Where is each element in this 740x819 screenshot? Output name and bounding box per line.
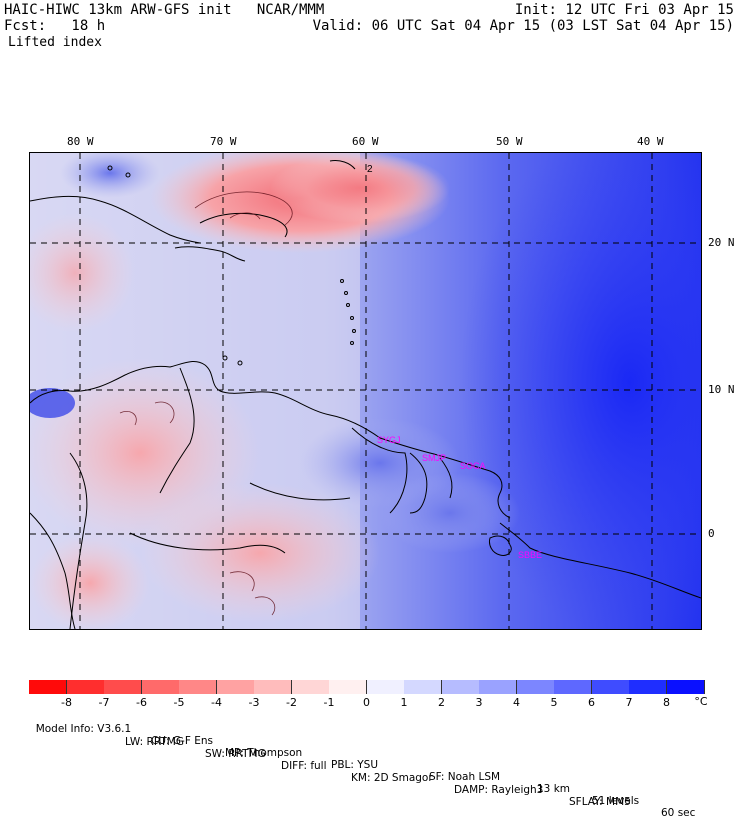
colorbar-tick-label: 1 (400, 696, 408, 709)
colorbar-tick-label: -4 (211, 696, 222, 709)
colorbar-cell (666, 680, 705, 694)
colorbar-cell (104, 680, 142, 694)
coast-cuba (30, 195, 201, 244)
colorbar-cell (404, 680, 442, 694)
colorbar-tick-label: 7 (625, 696, 633, 709)
colorbar-cell (254, 680, 292, 694)
model-info-line-2: LW: RRTMG SW: RRTMG DIFF: full KM: 2D Sm… (29, 724, 631, 808)
station-label-soca: SOCA (460, 461, 486, 471)
li-field-strong-stable (460, 153, 701, 629)
colorbar-tick-label: 6 (588, 696, 595, 709)
model-info-line-1: Model Info: V3.6.1 CU: G-F Ens MP: Thomp… (29, 711, 696, 819)
colorbar-cell (66, 680, 105, 694)
lat-label-0: 0 (708, 527, 715, 540)
station-label-sbbe: SBBE (518, 550, 542, 560)
colorbar-tick-label: 8 (663, 696, 670, 709)
li-field-unstable-amazon (140, 483, 380, 623)
colorbar-cell (366, 680, 405, 694)
colorbar-tick-label: 0 (363, 696, 370, 709)
coast-puertorico (329, 160, 356, 170)
longwave-scheme: LW: RRTMG (125, 736, 184, 748)
border-venezuela-brazil (249, 482, 351, 501)
shortwave-scheme: SW: RRTMG (205, 748, 266, 760)
field-name: Lifted index (8, 35, 102, 50)
lon-label-70w: 70 W (210, 135, 237, 148)
colorbar-cell (179, 680, 217, 694)
colorbar-cell (141, 680, 180, 694)
colorbar-tick-label: 4 (513, 696, 520, 709)
init-time: Init: 12 UTC Fri 03 Apr 15 (514, 2, 734, 18)
colorbar-cell (479, 680, 517, 694)
colorbar-tick-label: -3 (248, 696, 260, 709)
lifted-index-map: 2 SYGJ SMJP SOCA SBBE (29, 152, 702, 630)
li-field-stable-amapa (380, 473, 520, 553)
border-ecuador (30, 512, 76, 629)
map-title: HAIC-HIWC 13km ARW-GFS init NCAR/MMM (4, 2, 325, 18)
surface-scheme: SF: Noah LSM (429, 771, 501, 783)
colorbar-unit: °C (694, 695, 708, 708)
li-field-stable-cuba (60, 153, 160, 198)
colorbar-cell (29, 680, 67, 694)
border-colombia-brazil (129, 532, 286, 554)
border-suriname (409, 452, 428, 514)
colorbar-tick-label: -1 (323, 696, 335, 709)
li-field-unstable-puertorico (270, 153, 450, 223)
colorbar-cell (554, 680, 592, 694)
border-guyana (351, 427, 408, 514)
lesser-antilles (107, 165, 356, 366)
model-version: Model Info: V3.6.1 (35, 723, 132, 735)
border-french-guiana (439, 457, 453, 499)
border-colombia-venezuela (159, 367, 195, 494)
colorbar-cell (329, 680, 367, 694)
eddy-coefficient: KM: 2D Smagor (351, 772, 433, 784)
colorbar-cell (591, 680, 630, 694)
lon-label-40w: 40 W (637, 135, 664, 148)
forecast-hour: Fcst: 18 h (4, 18, 106, 34)
map-canvas: 2 SYGJ SMJP SOCA SBBE (30, 153, 701, 629)
coastlines (30, 160, 701, 629)
contour-label: 2 (367, 164, 373, 175)
li-contours-negative (119, 191, 293, 616)
lon-label-60w: 60 W (352, 135, 379, 148)
lon-label-80w: 80 W (67, 135, 94, 148)
coast-hispaniola-south (174, 246, 246, 262)
colorbar-tick-label: 3 (475, 696, 483, 709)
colorbar-cell (516, 680, 555, 694)
time-step: 60 sec (661, 807, 696, 819)
pbl-scheme: PBL: YSU (331, 759, 379, 771)
surface-layer: SFLAY: MM5 (569, 796, 631, 808)
colorbar-tick-label: -5 (173, 696, 185, 709)
li-field-unstable-andes (30, 533, 150, 629)
coast-brazil (499, 522, 701, 599)
colorbar-tick-label: 5 (550, 696, 558, 709)
colorbar (29, 680, 705, 694)
coast-hispaniola-north (199, 212, 288, 238)
lat-label-20n: 20 N (708, 236, 735, 249)
diffusion-option: DIFF: full (281, 760, 327, 772)
colorbar-cell (291, 680, 330, 694)
lon-label-50w: 50 W (496, 135, 523, 148)
colorbar-cell (629, 680, 667, 694)
colorbar-tick-label: -8 (61, 696, 72, 709)
station-label-sygj: SYGJ (377, 435, 401, 445)
damping-option: DAMP: Rayleigh3 (454, 784, 544, 796)
colorbar-tick-label: 2 (438, 696, 445, 709)
colorbar-cell (441, 680, 480, 694)
colorbar-cell (216, 680, 255, 694)
colorbar-tick-label: -6 (136, 696, 147, 709)
lat-label-10n: 10 N (708, 383, 735, 396)
colorbar-tick-label: -2 (286, 696, 297, 709)
station-label-smjp: SMJP (422, 453, 446, 463)
coast-marajo (489, 535, 512, 556)
colorbar-tick-label: -7 (98, 696, 110, 709)
coast-pacific-colombia (69, 452, 88, 629)
coast-south-america-north (30, 361, 511, 519)
valid-time: Valid: 06 UTC Sat 04 Apr 15 (03 LST Sat … (312, 18, 734, 34)
